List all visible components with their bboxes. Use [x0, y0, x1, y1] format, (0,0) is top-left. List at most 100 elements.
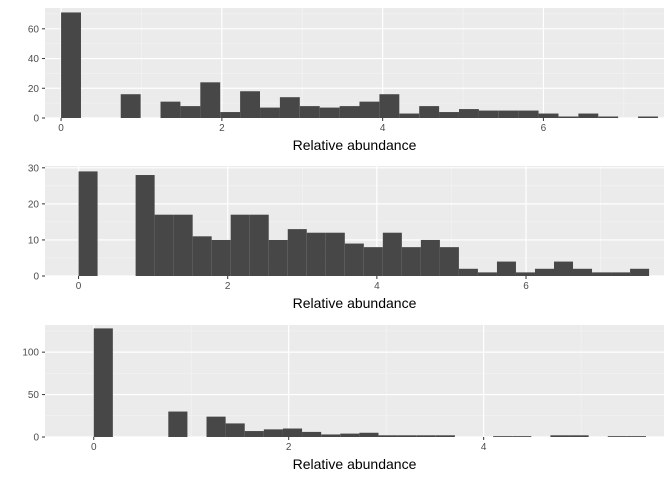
histogram-bar [515, 272, 535, 276]
plot-background [45, 8, 664, 118]
histogram-bar [550, 435, 570, 437]
y-tick-label: 100 [22, 348, 39, 359]
histogram-bar [180, 106, 201, 118]
histogram-bar [611, 272, 631, 276]
histogram-bar [200, 82, 221, 118]
plot-background [45, 325, 664, 437]
y-tick-label: 20 [28, 84, 40, 95]
histogram-bar [378, 435, 398, 437]
histogram-bar [573, 268, 593, 276]
histogram-bar [344, 243, 364, 276]
histogram-bar [279, 97, 300, 118]
histogram-panel-2: 0 2 4 6 0 10 20 30 Relative abundance [28, 163, 664, 311]
histogram-bar [135, 175, 155, 276]
histogram-bar [363, 247, 383, 276]
histogram-bar [592, 272, 612, 276]
histogram-bar [379, 94, 400, 118]
x-axis-title: Relative abundance [293, 137, 417, 153]
x-tick-label: 0 [76, 281, 82, 292]
y-tick-label: 0 [33, 433, 39, 444]
histogram-bar [638, 116, 658, 118]
histogram-bar [598, 116, 619, 118]
histogram-bar [399, 113, 420, 118]
histogram-bar [211, 239, 231, 276]
histogram-bar [435, 435, 455, 437]
x-axis-title: Relative abundance [293, 295, 417, 311]
histogram-bar [287, 229, 307, 276]
histogram-bar [359, 101, 380, 118]
histogram-bar [299, 106, 320, 118]
histogram-bar [397, 435, 417, 437]
y-tick-label: 50 [28, 390, 40, 401]
histogram-bar [607, 436, 627, 437]
histogram-bar [512, 436, 532, 437]
histogram-bar [263, 429, 283, 437]
x-tick-label: 4 [374, 281, 380, 292]
histogram-bar [340, 433, 360, 437]
histogram-bar [493, 436, 513, 437]
histogram-bar [244, 431, 264, 437]
histogram-bar [61, 12, 81, 119]
histogram-bar [553, 261, 574, 276]
y-tick-label: 40 [28, 54, 40, 65]
histogram-bar [325, 232, 345, 276]
y-tick-label: 20 [28, 199, 40, 210]
histogram-bar [477, 272, 497, 276]
histogram-bar [382, 232, 402, 276]
histogram-bar [302, 431, 322, 437]
histogram-bar [626, 436, 646, 437]
y-tick-label: 10 [28, 235, 40, 246]
histogram-bar [569, 435, 589, 437]
y-tick-label: 30 [28, 163, 40, 174]
histogram-bar [220, 112, 241, 118]
histogram-bar [458, 268, 478, 276]
x-tick-label: 2 [286, 442, 292, 453]
histogram-bar [439, 247, 459, 276]
x-tick-label: 0 [91, 442, 97, 453]
histogram-bar [419, 106, 440, 118]
histogram-bar [206, 416, 226, 437]
histogram-bar [420, 239, 440, 276]
histogram-bar [416, 435, 436, 437]
histogram-bar [306, 232, 326, 276]
histogram-bar [518, 110, 539, 118]
histogram-bar [93, 328, 113, 437]
histogram-bar [339, 106, 360, 118]
histogram-bar [578, 113, 599, 118]
histogram-bar [319, 107, 340, 118]
y-tick-label: 0 [33, 114, 39, 125]
histogram-bar [160, 101, 181, 118]
x-tick-label: 6 [523, 281, 529, 292]
histogram-bar [192, 236, 212, 276]
histogram-bar [321, 434, 341, 437]
x-tick-label: 4 [380, 123, 386, 134]
y-tick-label: 0 [33, 272, 39, 283]
histogram-bar [249, 214, 269, 276]
histogram-bar [268, 239, 288, 276]
histogram-bar [78, 171, 98, 276]
histogram-panel-3: 0 2 4 0 50 100 Relative abundance [22, 325, 664, 472]
x-tick-label: 2 [225, 281, 231, 292]
x-tick-label: 2 [219, 123, 225, 134]
x-tick-label: 6 [541, 123, 547, 134]
histogram-bar [538, 113, 559, 118]
histogram-bar [439, 112, 459, 118]
histogram-bar [173, 214, 193, 276]
histogram-bar [225, 423, 245, 437]
histogram-bar [282, 428, 303, 437]
histogram-bar [459, 109, 479, 118]
x-tick-label: 4 [481, 442, 487, 453]
histogram-bar [498, 110, 519, 118]
histogram-bar [168, 411, 188, 437]
histogram-bar [260, 107, 280, 118]
histogram-bar [120, 94, 141, 118]
histogram-bar [478, 110, 499, 118]
histogram-bar [240, 91, 261, 118]
histogram-bar [401, 247, 421, 276]
y-tick-label: 60 [28, 24, 40, 35]
histogram-bar [154, 214, 174, 276]
x-tick-label: 0 [58, 123, 64, 134]
